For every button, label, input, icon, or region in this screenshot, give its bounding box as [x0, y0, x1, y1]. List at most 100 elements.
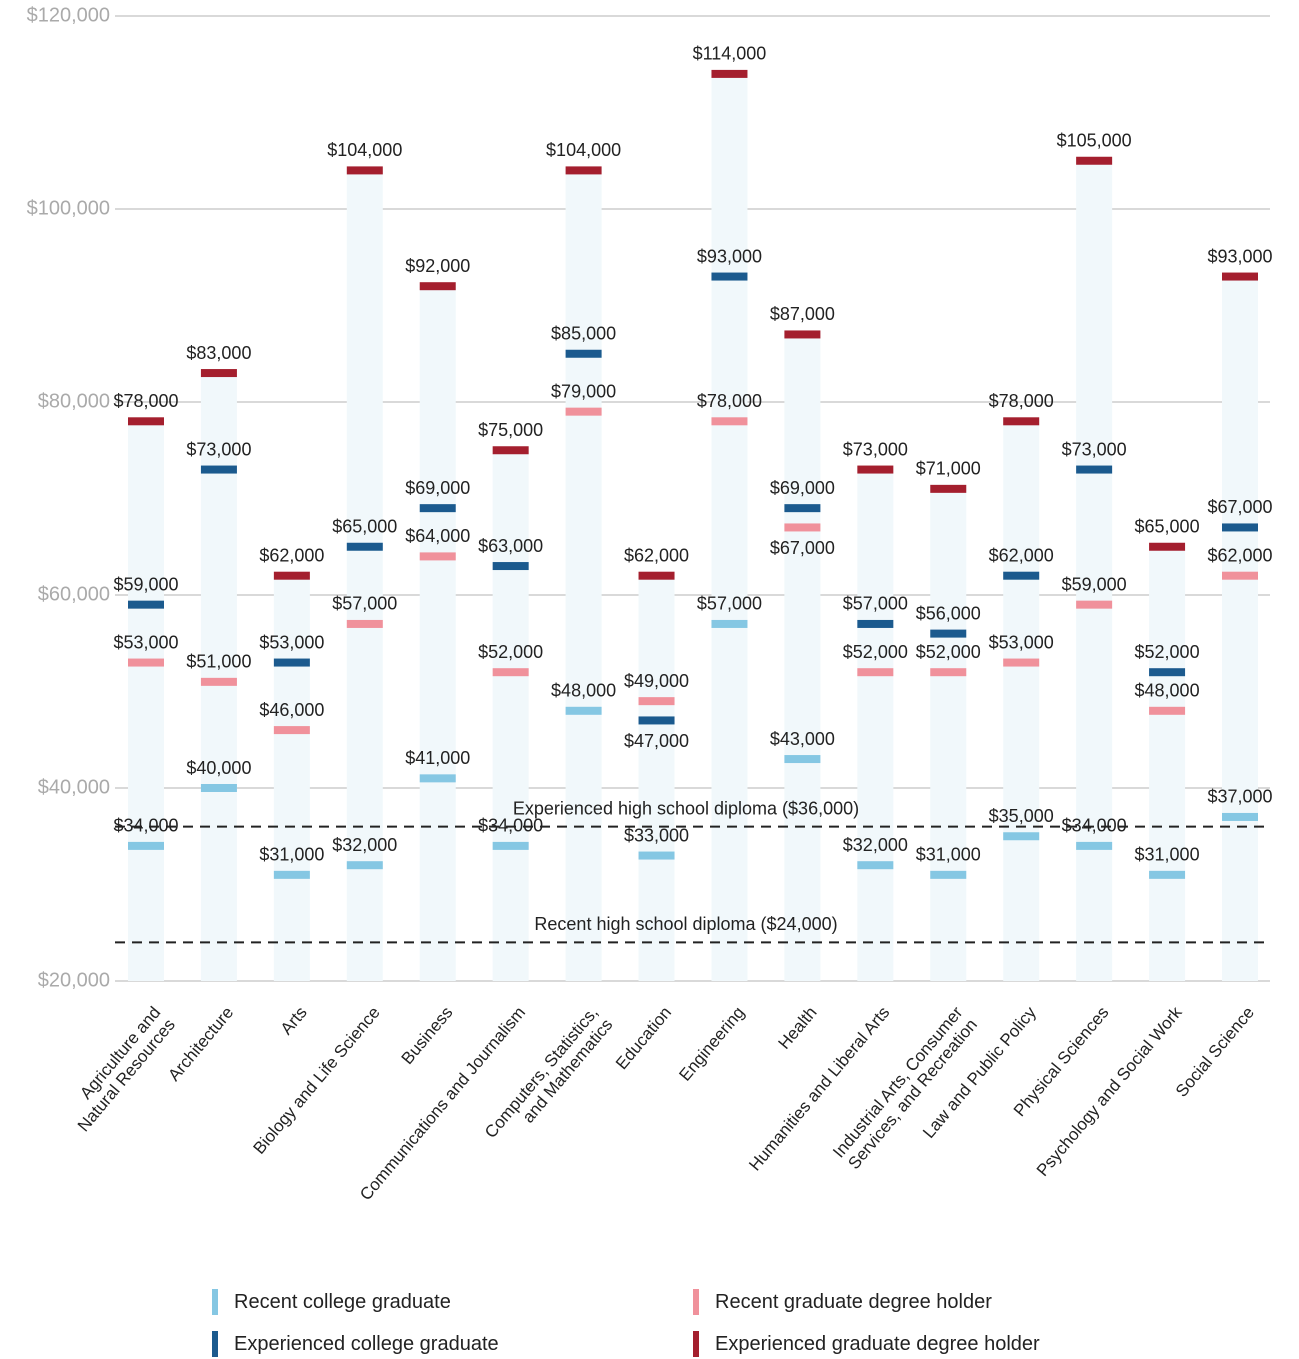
marker — [930, 484, 967, 493]
value-label: $32,000 — [843, 835, 908, 855]
value-label: $114,000 — [693, 44, 767, 64]
marker — [200, 369, 237, 378]
value-label: $34,000 — [478, 816, 543, 836]
marker — [638, 697, 675, 706]
marker — [492, 841, 529, 850]
marker — [128, 600, 164, 609]
value-label: $53,000 — [113, 632, 178, 652]
value-label: $41,000 — [405, 748, 470, 768]
legend-item: Recent graduate degree holder — [693, 1289, 992, 1315]
value-label: $40,000 — [186, 758, 251, 778]
marker — [638, 851, 675, 860]
marker — [1222, 571, 1258, 580]
range-bar — [1076, 160, 1113, 981]
value-label: $37,000 — [1207, 787, 1272, 807]
value-label: $31,000 — [259, 845, 324, 865]
range-bar — [419, 286, 456, 981]
marker — [1149, 668, 1186, 677]
marker — [565, 407, 602, 416]
marker — [1149, 870, 1186, 879]
marker — [273, 658, 310, 667]
marker — [492, 562, 529, 571]
value-label: $67,000 — [1207, 497, 1272, 517]
range-bar — [565, 170, 602, 981]
marker — [1222, 812, 1258, 821]
marker — [784, 330, 821, 339]
legend-item: Recent college graduate — [212, 1289, 451, 1315]
value-label: $73,000 — [186, 439, 251, 459]
marker — [1003, 658, 1040, 667]
value-label: $56,000 — [916, 603, 981, 623]
range-bar — [1222, 276, 1258, 981]
marker — [784, 523, 821, 532]
marker — [711, 619, 748, 628]
range-bar — [1003, 421, 1040, 981]
value-label: $53,000 — [259, 632, 324, 652]
marker — [857, 465, 894, 474]
legend-swatch — [693, 1331, 699, 1357]
value-label: $62,000 — [259, 545, 324, 565]
marker — [565, 166, 602, 175]
range-bar — [1149, 546, 1186, 981]
marker — [565, 706, 602, 715]
marker — [930, 668, 967, 677]
value-label: $31,000 — [916, 845, 981, 865]
value-label: $32,000 — [332, 835, 397, 855]
value-label: $53,000 — [989, 632, 1054, 652]
marker — [1149, 542, 1186, 551]
marker — [1076, 156, 1113, 165]
marker — [1149, 706, 1186, 715]
legend-swatch — [212, 1289, 218, 1315]
value-label: $49,000 — [624, 671, 689, 691]
value-label: $35,000 — [989, 806, 1054, 826]
value-label: $57,000 — [843, 594, 908, 614]
value-label: $65,000 — [1135, 517, 1200, 537]
marker — [1076, 841, 1113, 850]
range-bar — [128, 421, 164, 981]
value-label: $52,000 — [916, 642, 981, 662]
marker — [200, 677, 237, 686]
value-label: $105,000 — [1057, 131, 1132, 151]
reference-label: Experienced high school diploma ($36,000… — [513, 798, 859, 818]
y-tick-label: $120,000 — [27, 4, 110, 26]
legend-label: Recent graduate degree holder — [715, 1290, 992, 1313]
legend-swatch — [212, 1331, 218, 1357]
marker — [200, 465, 237, 474]
marker — [346, 542, 383, 551]
value-label: $93,000 — [697, 246, 762, 266]
value-label: $52,000 — [843, 642, 908, 662]
marker — [1003, 571, 1040, 580]
range-bar — [273, 575, 310, 981]
value-label: $63,000 — [478, 536, 543, 556]
value-label: $43,000 — [770, 729, 835, 749]
value-label: $78,000 — [113, 391, 178, 411]
value-label: $57,000 — [332, 594, 397, 614]
marker — [346, 861, 383, 870]
marker — [930, 629, 967, 638]
value-label: $64,000 — [405, 526, 470, 546]
value-label: $62,000 — [1207, 545, 1272, 565]
value-label: $93,000 — [1207, 246, 1272, 266]
value-label: $79,000 — [551, 381, 616, 401]
value-label: $59,000 — [1062, 574, 1127, 594]
marker — [857, 619, 894, 628]
marker — [273, 870, 310, 879]
value-label: $92,000 — [405, 256, 470, 276]
legend-item: Experienced graduate degree holder — [693, 1331, 1040, 1357]
legend-item: Experienced college graduate — [212, 1331, 499, 1357]
value-label: $104,000 — [546, 140, 621, 160]
value-label: $69,000 — [405, 478, 470, 498]
value-label: $78,000 — [989, 391, 1054, 411]
value-label: $78,000 — [697, 391, 762, 411]
marker — [1003, 417, 1040, 426]
value-label: $73,000 — [843, 439, 908, 459]
marker — [419, 504, 456, 513]
range-bar — [857, 469, 894, 981]
range-bar — [930, 488, 967, 981]
marker — [1222, 523, 1258, 532]
value-label: $52,000 — [1135, 642, 1200, 662]
marker — [419, 552, 456, 561]
marker — [346, 619, 383, 628]
value-label: $62,000 — [989, 545, 1054, 565]
value-label: $57,000 — [697, 594, 762, 614]
